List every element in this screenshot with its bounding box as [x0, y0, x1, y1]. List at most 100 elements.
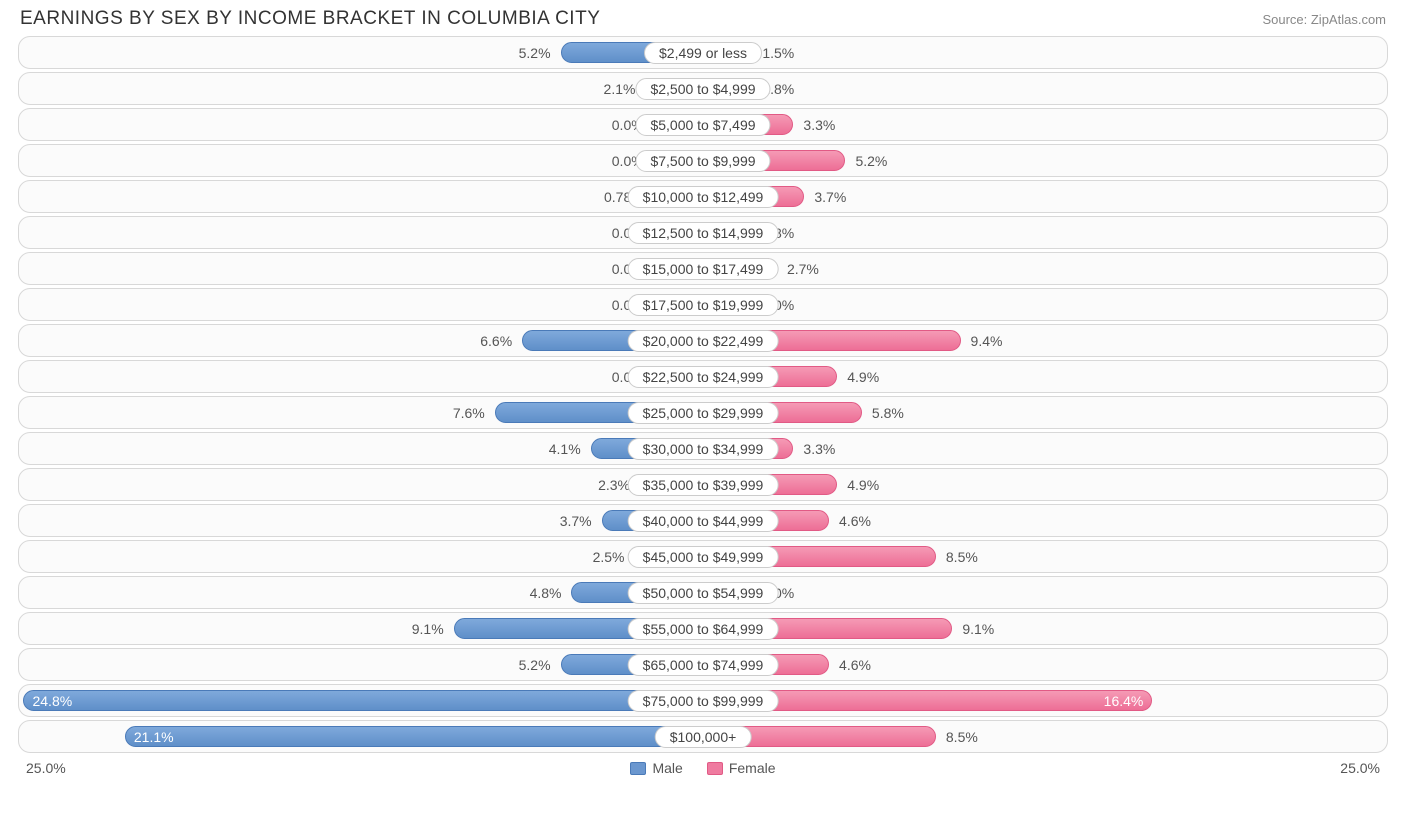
category-label: $20,000 to $22,499	[628, 330, 779, 352]
male-half: 9.1%	[19, 613, 703, 644]
male-value: 24.8%	[32, 693, 72, 709]
female-value: 5.2%	[855, 153, 887, 169]
male-half: 0.0%	[19, 253, 703, 284]
female-value: 9.1%	[962, 621, 994, 637]
chart-row: 24.8% 16.4%$75,000 to $99,999	[18, 684, 1388, 717]
male-half: 4.8%	[19, 577, 703, 608]
male-value: 6.6%	[480, 333, 512, 349]
chart-row: 4.1%3.3%$30,000 to $34,999	[18, 432, 1388, 465]
female-half: 5.8%	[703, 397, 1387, 428]
male-value: 3.7%	[560, 513, 592, 529]
male-value: 4.1%	[549, 441, 581, 457]
female-value: 3.3%	[803, 441, 835, 457]
category-label: $5,000 to $7,499	[635, 114, 770, 136]
male-half: 24.8%	[19, 685, 703, 716]
female-value: 8.5%	[946, 729, 978, 745]
category-label: $2,499 or less	[644, 42, 762, 64]
axis-left-max: 25.0%	[26, 760, 66, 776]
category-label: $35,000 to $39,999	[628, 474, 779, 496]
male-bar: 21.1%	[125, 726, 703, 747]
chart-row: 21.1% 8.5% $100,000+	[18, 720, 1388, 753]
chart-footer: 25.0% Male Female 25.0%	[0, 756, 1406, 780]
male-half: 7.6%	[19, 397, 703, 428]
male-bar: 24.8%	[23, 690, 703, 711]
category-label: $50,000 to $54,999	[628, 582, 779, 604]
female-value: 4.9%	[847, 477, 879, 493]
male-value: 5.2%	[519, 45, 551, 61]
female-value: 4.9%	[847, 369, 879, 385]
chart-row: 5.2%4.6%$65,000 to $74,999	[18, 648, 1388, 681]
chart-title: EARNINGS BY SEX BY INCOME BRACKET IN COL…	[20, 8, 600, 30]
category-label: $2,500 to $4,999	[635, 78, 770, 100]
male-value: 2.5%	[593, 549, 625, 565]
female-half: 4.9%	[703, 361, 1387, 392]
category-label: $17,500 to $19,999	[628, 294, 779, 316]
category-label: $12,500 to $14,999	[628, 222, 779, 244]
category-label: $25,000 to $29,999	[628, 402, 779, 424]
category-label: $75,000 to $99,999	[628, 690, 779, 712]
male-half: 5.2%	[19, 37, 703, 68]
male-half: 2.3%	[19, 469, 703, 500]
female-value: 5.8%	[872, 405, 904, 421]
male-half: 0.0%	[19, 289, 703, 320]
male-half: 2.1%	[19, 73, 703, 104]
female-half: 9.1%	[703, 613, 1387, 644]
female-value: 3.7%	[814, 189, 846, 205]
chart-row: 0.0% 5.2% $7,500 to $9,999	[18, 144, 1388, 177]
category-label: $100,000+	[655, 726, 752, 748]
female-half: 16.4%	[703, 685, 1387, 716]
male-half: 0.0%	[19, 217, 703, 248]
male-half: 3.7%	[19, 505, 703, 536]
chart-row: 4.8% 0.0%$50,000 to $54,999	[18, 576, 1388, 609]
chart-row: 0.78%3.7%$10,000 to $12,499	[18, 180, 1388, 213]
male-value: 2.3%	[598, 477, 630, 493]
male-value: 21.1%	[134, 729, 174, 745]
chart-row: 0.0%3.3%$5,000 to $7,499	[18, 108, 1388, 141]
chart-row: 0.0%4.9%$22,500 to $24,999	[18, 360, 1388, 393]
chart-row: 6.6% 9.4% $20,000 to $22,499	[18, 324, 1388, 357]
female-value: 9.4%	[971, 333, 1003, 349]
female-value: 2.7%	[787, 261, 819, 277]
female-half: 8.5%	[703, 721, 1387, 752]
male-value: 7.6%	[453, 405, 485, 421]
female-half: 0.0%	[703, 289, 1387, 320]
chart-row: 7.6% 5.8% $25,000 to $29,999	[18, 396, 1388, 429]
male-half: 5.2%	[19, 649, 703, 680]
legend: Male Female	[630, 760, 775, 776]
swatch-male	[630, 762, 646, 775]
female-half: 3.3%	[703, 433, 1387, 464]
female-half: 3.3%	[703, 109, 1387, 140]
female-value: 3.3%	[803, 117, 835, 133]
female-half: 3.7%	[703, 181, 1387, 212]
chart-row: 2.5% 8.5% $45,000 to $49,999	[18, 540, 1388, 573]
chart-row: 5.2%1.5%$2,499 or less	[18, 36, 1388, 69]
chart-row: 0.0%1.8%$12,500 to $14,999	[18, 216, 1388, 249]
category-label: $40,000 to $44,999	[628, 510, 779, 532]
female-value: 4.6%	[839, 657, 871, 673]
male-half: 4.1%	[19, 433, 703, 464]
legend-female: Female	[707, 760, 776, 776]
female-half: 0.0%	[703, 577, 1387, 608]
female-value: 4.6%	[839, 513, 871, 529]
female-half: 4.6%	[703, 649, 1387, 680]
chart-row: 0.0%2.7%$15,000 to $17,499	[18, 252, 1388, 285]
axis-right-max: 25.0%	[1340, 760, 1380, 776]
swatch-female	[707, 762, 723, 775]
female-half: 4.6%	[703, 505, 1387, 536]
category-label: $45,000 to $49,999	[628, 546, 779, 568]
category-label: $7,500 to $9,999	[635, 150, 770, 172]
female-half: 8.5%	[703, 541, 1387, 572]
male-value: 5.2%	[519, 657, 551, 673]
male-half: 6.6%	[19, 325, 703, 356]
male-half: 0.78%	[19, 181, 703, 212]
male-half: 0.0%	[19, 145, 703, 176]
female-value: 8.5%	[946, 549, 978, 565]
legend-male-label: Male	[652, 760, 682, 776]
legend-female-label: Female	[729, 760, 776, 776]
male-value: 2.1%	[604, 81, 636, 97]
male-value: 4.8%	[530, 585, 562, 601]
chart-row: 0.0%0.0%$17,500 to $19,999	[18, 288, 1388, 321]
chart-row: 3.7% 4.6% $40,000 to $44,999	[18, 504, 1388, 537]
legend-male: Male	[630, 760, 682, 776]
chart-row: 2.1%1.8%$2,500 to $4,999	[18, 72, 1388, 105]
